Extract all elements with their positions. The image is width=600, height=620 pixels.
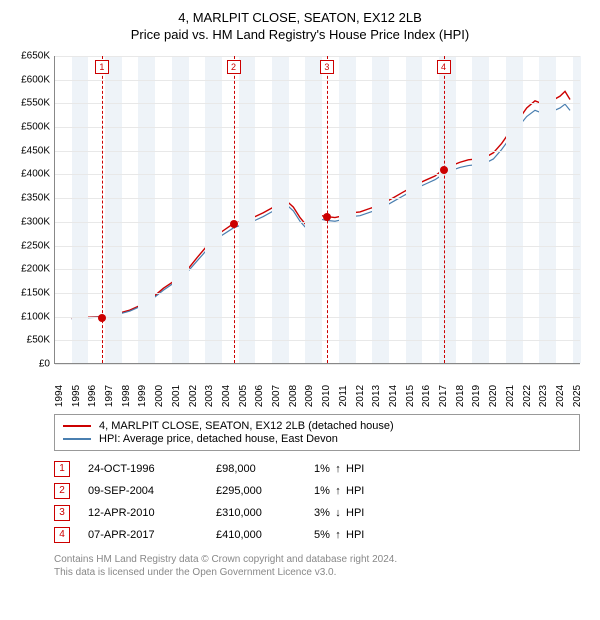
event-date: 07-APR-2017	[88, 529, 198, 541]
x-tick-label: 2012	[355, 385, 366, 407]
event-date: 24-OCT-1996	[88, 463, 198, 475]
event-price: £410,000	[216, 529, 296, 541]
x-tick-label: 2010	[321, 385, 332, 407]
x-tick-label: 2008	[288, 385, 299, 407]
x-tick-label: 2003	[204, 385, 215, 407]
x-tick-label: 2023	[538, 385, 549, 407]
y-tick-label: £300K	[10, 216, 50, 227]
legend: 4, MARLPIT CLOSE, SEATON, EX12 2LB (deta…	[54, 414, 580, 451]
event-dot	[323, 213, 331, 221]
event-date: 12-APR-2010	[88, 507, 198, 519]
event-date: 09-SEP-2004	[88, 485, 198, 497]
y-tick-label: £600K	[10, 74, 50, 85]
legend-row: HPI: Average price, detached house, East…	[63, 433, 571, 445]
y-tick-label: £100K	[10, 311, 50, 322]
event-price: £295,000	[216, 485, 296, 497]
x-tick-label: 2020	[488, 385, 499, 407]
title-subtitle: Price paid vs. HM Land Registry's House …	[10, 27, 590, 42]
x-tick-label: 2014	[388, 385, 399, 407]
legend-row: 4, MARLPIT CLOSE, SEATON, EX12 2LB (deta…	[63, 420, 571, 432]
y-tick-label: £150K	[10, 287, 50, 298]
x-tick-label: 2017	[438, 385, 449, 407]
x-tick-label: 2016	[421, 385, 432, 407]
event-price: £98,000	[216, 463, 296, 475]
legend-label: 4, MARLPIT CLOSE, SEATON, EX12 2LB (deta…	[99, 420, 394, 432]
x-tick-label: 2011	[338, 385, 349, 407]
event-row: 2 09-SEP-2004 £295,000 1% ↑ HPI	[54, 483, 580, 499]
event-delta: 5% ↑ HPI	[314, 529, 404, 541]
x-tick-label: 2022	[522, 385, 533, 407]
x-tick-label: 1997	[104, 385, 115, 407]
y-tick-label: £250K	[10, 240, 50, 251]
event-delta: 3% ↓ HPI	[314, 507, 404, 519]
y-tick-label: £350K	[10, 193, 50, 204]
x-tick-label: 2013	[371, 385, 382, 407]
x-tick-label: 2024	[555, 385, 566, 407]
footer-line: Contains HM Land Registry data © Crown c…	[54, 553, 580, 566]
x-tick-label: 2002	[188, 385, 199, 407]
x-tick-label: 2025	[572, 385, 583, 407]
event-number-box: 3	[54, 505, 70, 521]
event-delta: 1% ↑ HPI	[314, 485, 404, 497]
event-table: 1 24-OCT-1996 £98,000 1% ↑ HPI 2 09-SEP-2004 £…	[54, 461, 580, 543]
event-marker: 1	[95, 60, 109, 74]
chart-container: £0 £50K £100K £150K £200K £250K £300K £350K £400…	[10, 48, 590, 408]
x-tick-label: 2000	[154, 385, 165, 407]
x-tick-label: 2009	[304, 385, 315, 407]
x-tick-label: 1994	[54, 385, 65, 407]
x-tick-label: 2018	[455, 385, 466, 407]
y-tick-label: £450K	[10, 145, 50, 156]
title-address: 4, MARLPIT CLOSE, SEATON, EX12 2LB	[10, 10, 590, 25]
x-tick-label: 2019	[471, 385, 482, 407]
chart-title: 4, MARLPIT CLOSE, SEATON, EX12 2LB Price…	[10, 10, 590, 42]
event-price: £310,000	[216, 507, 296, 519]
x-tick-label: 1998	[121, 385, 132, 407]
x-tick-label: 2007	[271, 385, 282, 407]
x-tick-label: 2001	[171, 385, 182, 407]
x-tick-label: 1995	[71, 385, 82, 407]
event-dot	[440, 166, 448, 174]
event-dot	[98, 314, 106, 322]
legend-swatch	[63, 425, 91, 427]
event-row: 4 07-APR-2017 £410,000 5% ↑ HPI	[54, 527, 580, 543]
plot-area: 1 2 3 4	[54, 56, 580, 364]
y-tick-label: £200K	[10, 264, 50, 275]
y-tick-label: £0	[10, 359, 50, 370]
event-number-box: 4	[54, 527, 70, 543]
legend-swatch	[63, 438, 91, 440]
y-tick-label: £400K	[10, 169, 50, 180]
footer: Contains HM Land Registry data © Crown c…	[54, 553, 580, 579]
event-marker: 2	[227, 60, 241, 74]
y-tick-label: £550K	[10, 98, 50, 109]
event-dot	[230, 220, 238, 228]
event-number-box: 2	[54, 483, 70, 499]
x-tick-label: 2021	[505, 385, 516, 407]
x-tick-label: 2004	[221, 385, 232, 407]
x-tick-label: 2006	[254, 385, 265, 407]
x-tick-label: 1999	[137, 385, 148, 407]
event-row: 3 12-APR-2010 £310,000 3% ↓ HPI	[54, 505, 580, 521]
footer-line: This data is licensed under the Open Gov…	[54, 566, 580, 579]
event-marker: 3	[320, 60, 334, 74]
y-tick-label: £50K	[10, 335, 50, 346]
event-row: 1 24-OCT-1996 £98,000 1% ↑ HPI	[54, 461, 580, 477]
event-marker: 4	[437, 60, 451, 74]
y-tick-label: £650K	[10, 51, 50, 62]
event-number-box: 1	[54, 461, 70, 477]
event-delta: 1% ↑ HPI	[314, 463, 404, 475]
x-tick-label: 2005	[238, 385, 249, 407]
x-tick-label: 1996	[87, 385, 98, 407]
x-tick-label: 2015	[405, 385, 416, 407]
y-tick-label: £500K	[10, 122, 50, 133]
legend-label: HPI: Average price, detached house, East…	[99, 433, 338, 445]
